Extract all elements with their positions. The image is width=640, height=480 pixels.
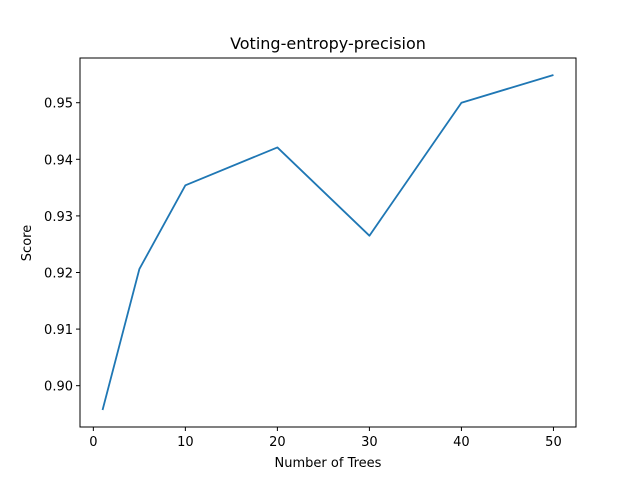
y-tick-label: 0.95 bbox=[44, 97, 73, 112]
series-line bbox=[101, 74, 554, 411]
x-tick-label: 30 bbox=[361, 435, 378, 450]
x-axis-label: Number of Trees bbox=[275, 456, 382, 471]
x-tick-label: 10 bbox=[177, 435, 194, 450]
data-point bbox=[369, 235, 370, 236]
data-point bbox=[139, 269, 140, 270]
x-tick-label: 50 bbox=[545, 435, 562, 450]
data-point bbox=[102, 410, 103, 411]
plot-area: 0 10 20 30 40 50 0.90 0.91 0.92 0.93 0.94 0.95 bbox=[44, 57, 577, 450]
data-point bbox=[277, 147, 278, 148]
chart-title: Voting-entropy-precision bbox=[230, 34, 426, 53]
y-tick-label: 0.93 bbox=[44, 210, 73, 225]
x-tick-label: 20 bbox=[269, 435, 286, 450]
series-layer bbox=[101, 74, 554, 411]
data-point bbox=[185, 185, 186, 186]
plot-frame bbox=[79, 57, 577, 428]
y-axis-ticks: 0.90 0.91 0.92 0.93 0.94 0.95 bbox=[44, 97, 80, 395]
x-tick-label: 40 bbox=[453, 435, 470, 450]
data-point bbox=[461, 102, 462, 103]
x-tick-label: 0 bbox=[89, 435, 97, 450]
y-tick-label: 0.90 bbox=[44, 380, 73, 395]
data-point bbox=[553, 74, 554, 75]
y-axis-label: Score bbox=[20, 225, 35, 261]
y-tick-label: 0.94 bbox=[44, 153, 73, 168]
y-tick-label: 0.91 bbox=[44, 323, 73, 338]
x-axis-ticks: 0 10 20 30 40 50 bbox=[89, 427, 562, 450]
y-tick-label: 0.92 bbox=[44, 266, 73, 281]
